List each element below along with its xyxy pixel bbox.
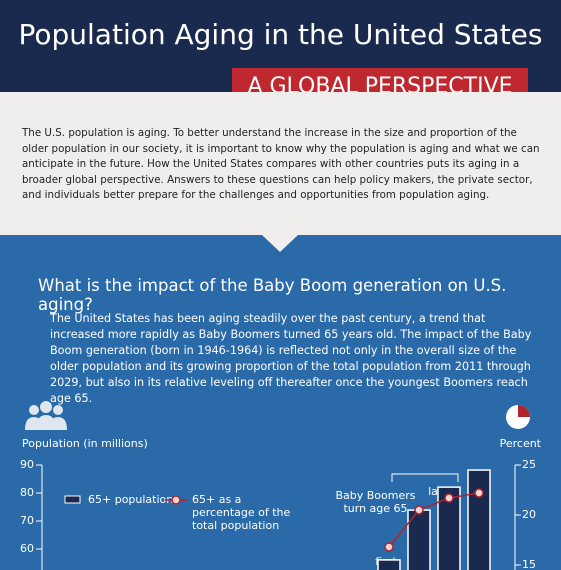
title: Population Aging in the United States bbox=[18, 18, 543, 51]
intro-panel bbox=[0, 92, 561, 235]
intro-text: The U.S. population is aging. To better … bbox=[22, 127, 540, 201]
y2-tick-label: 20 bbox=[522, 508, 536, 521]
bar bbox=[467, 469, 491, 570]
line bbox=[388, 492, 480, 548]
pie-icon bbox=[506, 405, 530, 429]
bar bbox=[437, 486, 461, 570]
legend-label: 65+ as a percentage of the total populat… bbox=[192, 493, 291, 532]
bar bbox=[377, 559, 401, 570]
line-marker bbox=[414, 505, 424, 515]
y2-tick-label: 15 bbox=[522, 558, 536, 570]
y2-axis-label: Percent bbox=[500, 437, 542, 450]
notch bbox=[262, 235, 298, 252]
y-tick-label: 90 bbox=[20, 458, 34, 471]
line-marker bbox=[474, 488, 484, 498]
line-marker bbox=[444, 493, 454, 503]
bracket bbox=[391, 473, 459, 482]
y2-tick-label: 25 bbox=[522, 458, 536, 471]
y-tick-label: 60 bbox=[20, 542, 34, 555]
legend-swatch bbox=[171, 495, 181, 505]
legend-swatch bbox=[64, 495, 81, 504]
section-body: The United States has been aging steadil… bbox=[50, 312, 532, 405]
y-tick-label: 70 bbox=[20, 514, 34, 527]
people-icon bbox=[25, 401, 67, 430]
y-axis-label: Population (in millions) bbox=[22, 437, 148, 450]
line-marker bbox=[384, 542, 394, 552]
y-tick-label: 80 bbox=[20, 486, 34, 499]
section-heading: What is the impact of the Baby Boom gene… bbox=[38, 276, 507, 314]
annotation: Baby Boomers turn age 65 bbox=[335, 489, 416, 515]
legend-label: 65+ population bbox=[88, 493, 173, 506]
